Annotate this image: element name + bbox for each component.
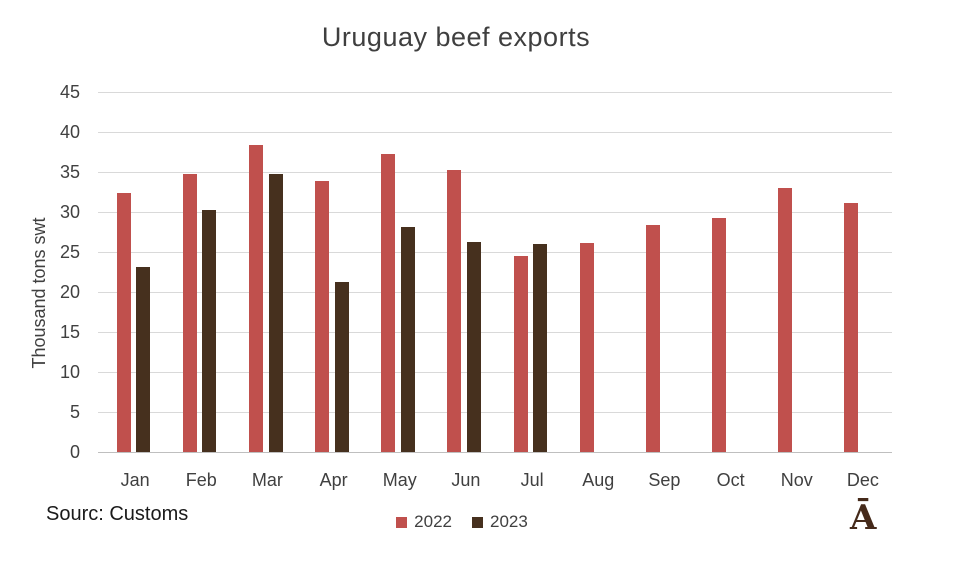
legend-item-2022: 2022 — [396, 512, 452, 532]
bar-2023-feb — [202, 209, 217, 452]
y-tick-label-40: 40 — [59, 122, 80, 142]
bar-2023-may — [400, 227, 415, 452]
logo-mark: Ā — [850, 498, 877, 538]
legend-item-2023: 2023 — [472, 512, 528, 532]
gridline-y-45 — [98, 92, 892, 93]
source-note: Sourc: Customs — [46, 503, 189, 525]
x-label-sep: Sep — [648, 470, 681, 490]
y-tick-label-5: 5 — [69, 402, 80, 422]
x-label-jun: Jun — [451, 470, 481, 490]
x-label-may: May — [382, 470, 417, 490]
gridline-y-35 — [98, 172, 892, 173]
x-label-nov: Nov — [780, 470, 813, 490]
x-label-apr: Apr — [319, 470, 348, 490]
bar-2023-jan — [136, 267, 151, 452]
bar-2022-jun — [447, 170, 462, 452]
bar-2023-jun — [467, 241, 482, 452]
gridline-y-25 — [98, 252, 892, 253]
gridline-y-20 — [98, 292, 892, 293]
x-label-jul: Jul — [520, 470, 544, 490]
bar-2023-jul — [533, 244, 548, 452]
bar-2022-may — [381, 153, 396, 452]
gridline-y-10 — [98, 372, 892, 373]
x-axis-line — [98, 452, 892, 453]
x-label-mar: Mar — [251, 470, 283, 490]
bar-2022-aug — [579, 243, 594, 452]
x-label-aug: Aug — [582, 470, 615, 490]
bar-2022-mar — [248, 144, 263, 452]
y-tick-label-45: 45 — [59, 82, 80, 102]
gridline-y-5 — [98, 412, 892, 413]
y-tick-label-20: 20 — [59, 282, 80, 302]
bar-2022-nov — [778, 188, 793, 452]
legend-swatch-2022 — [396, 516, 408, 528]
y-tick-label-15: 15 — [59, 322, 80, 342]
gridline-y-40 — [98, 132, 892, 133]
legend-label-2022: 2022 — [414, 512, 452, 531]
chart-legend: 2022 2023 — [0, 512, 924, 532]
x-label-dec: Dec — [846, 470, 879, 490]
x-label-jan: Jan — [120, 470, 150, 490]
bar-2022-jul — [513, 256, 528, 452]
x-label-feb: Feb — [185, 470, 217, 490]
bar-2023-mar — [268, 174, 283, 452]
bar-2022-dec — [844, 203, 859, 452]
y-tick-label-30: 30 — [59, 202, 80, 222]
bar-2022-jan — [116, 192, 131, 452]
legend-swatch-2023 — [472, 516, 483, 528]
legend-label-2023: 2023 — [490, 512, 528, 531]
bar-2022-oct — [712, 217, 726, 452]
y-tick-label-0: 0 — [69, 442, 80, 462]
y-tick-label-10: 10 — [59, 362, 80, 382]
x-label-oct: Oct — [716, 470, 745, 490]
bar-2022-sep — [645, 224, 660, 452]
chart-title: Uruguay beef exports — [321, 22, 591, 52]
bar-2022-feb — [182, 173, 197, 452]
chart-plot-area — [98, 92, 892, 453]
y-tick-label-25: 25 — [59, 242, 80, 262]
gridline-y-30 — [98, 212, 892, 213]
gridline-y-15 — [98, 332, 892, 333]
bar-2022-apr — [315, 180, 329, 452]
y-tick-label-35: 35 — [59, 162, 80, 182]
bar-2023-apr — [334, 282, 349, 452]
